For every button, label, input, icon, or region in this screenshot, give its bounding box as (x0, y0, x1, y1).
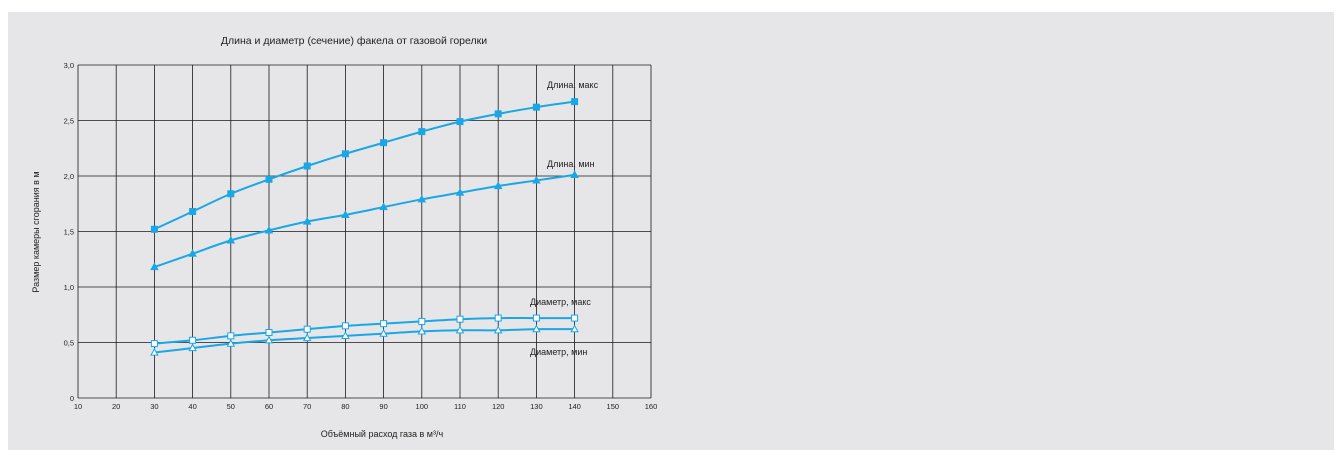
data-point (226, 235, 236, 244)
data-point (456, 118, 464, 126)
data-point (455, 188, 465, 196)
data-point (455, 325, 465, 334)
data-point (341, 331, 350, 339)
data-point (417, 326, 427, 335)
x-tick-label: 100 (416, 402, 429, 411)
data-point (302, 216, 312, 225)
data-point (380, 320, 388, 328)
x-axis-title: Объёмный расход газа в м³/ч (321, 429, 444, 439)
data-point (188, 249, 197, 257)
data-point (379, 202, 388, 211)
data-point (303, 325, 311, 333)
data-point (380, 139, 388, 147)
x-tick-label: 80 (341, 402, 349, 411)
data-point (265, 329, 273, 337)
data-point (532, 175, 541, 184)
data-point (418, 128, 426, 136)
x-tick-label: 10 (74, 402, 82, 411)
series-layer (150, 98, 579, 356)
series-diameter-min (150, 324, 579, 356)
series-diameter-max (150, 314, 579, 348)
y-tick-label: 1,5 (64, 228, 74, 237)
y-axis-title: Размер камеры сгорания в м (31, 171, 41, 292)
data-point (571, 314, 579, 322)
x-tick-label: 70 (303, 402, 311, 411)
data-point (532, 314, 540, 322)
data-point (494, 110, 502, 118)
data-point (188, 343, 197, 352)
x-tick-label: 130 (530, 402, 543, 411)
x-tick-label: 110 (454, 402, 466, 411)
data-point (150, 225, 158, 233)
series-label-diameter-min: Диаметр, мин (530, 347, 587, 357)
series-label-length-max: Длина, макс (547, 80, 599, 90)
series-length-max (150, 98, 579, 233)
y-tick-label: 1,0 (64, 283, 74, 292)
data-point (227, 332, 235, 340)
x-tick-label: 140 (568, 402, 581, 411)
tick-labels: 10 20 30 40 50 60 70 80 90 100 110 120 130 140 150 160 0… (64, 61, 658, 411)
x-tick-label: 30 (150, 402, 158, 411)
x-tick-label: 40 (188, 402, 196, 411)
data-point (532, 324, 541, 333)
data-point (264, 335, 274, 344)
line-chart: Длина и диаметр (сечение) факела от газо… (31, 35, 658, 439)
chart-title: Длина и диаметр (сечение) факела от газо… (221, 35, 487, 47)
x-tick-label: 20 (112, 402, 120, 411)
y-tick-label: 0,5 (64, 339, 74, 348)
data-point (226, 338, 236, 347)
x-tick-label: 60 (265, 402, 273, 411)
x-tick-label: 90 (379, 402, 387, 411)
series-line-length-min (154, 173, 575, 268)
data-point (379, 328, 388, 337)
data-point (570, 170, 579, 178)
data-point (150, 347, 159, 356)
data-point (227, 190, 235, 198)
x-tick-label: 150 (607, 402, 620, 411)
data-point (456, 315, 464, 323)
x-tick-label: 120 (492, 402, 505, 411)
data-point (341, 210, 350, 218)
data-point (150, 262, 159, 271)
series-labels: Длина, макс Длина, мин Диаметр, макс Диамет… (530, 80, 599, 357)
data-point (303, 162, 311, 170)
series-line-diameter-min (154, 328, 575, 354)
data-point (493, 181, 503, 190)
data-point (264, 225, 274, 234)
data-point (150, 340, 158, 348)
data-point (189, 336, 197, 344)
data-point (302, 333, 312, 342)
data-point (493, 325, 503, 334)
series-length-min (150, 170, 579, 271)
data-point (341, 150, 349, 158)
y-tick-label: 2,0 (64, 172, 74, 181)
chart-panel: Длина и диаметр (сечение) факела от газо… (8, 12, 1334, 450)
data-point (494, 314, 502, 322)
data-point (570, 324, 579, 333)
y-tick-label: 0 (70, 394, 74, 403)
data-point (571, 98, 579, 106)
data-point (532, 103, 540, 111)
data-point (265, 175, 273, 183)
series-label-length-min: Длина, мин (547, 159, 595, 169)
y-tick-label: 2,5 (64, 117, 74, 126)
x-tick-label: 50 (227, 402, 235, 411)
y-tick-label: 3,0 (64, 61, 74, 70)
data-point (418, 317, 426, 325)
x-tick-label: 160 (645, 402, 658, 411)
data-point (189, 208, 197, 216)
data-point (341, 322, 349, 330)
series-label-diameter-max: Диаметр, макс (530, 297, 591, 307)
data-point (417, 194, 427, 203)
